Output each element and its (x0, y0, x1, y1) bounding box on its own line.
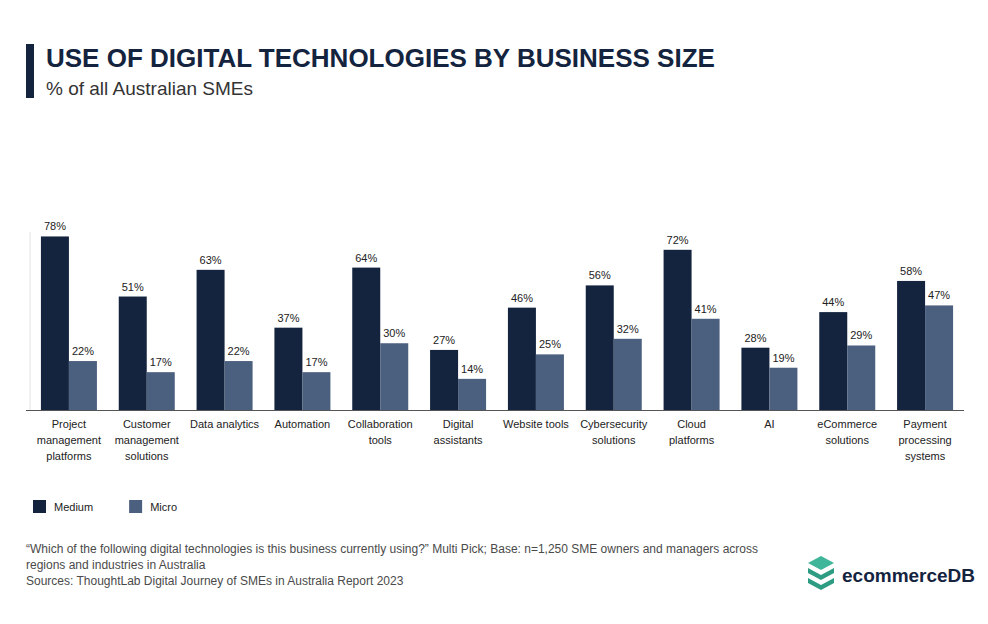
subtitle: % of all Australian SMEs (46, 78, 253, 99)
bar (274, 328, 302, 410)
bar (664, 250, 692, 410)
data-label: 28% (744, 332, 766, 344)
data-label: 47% (928, 289, 950, 301)
data-label: 37% (277, 312, 299, 324)
x-tick-label: Projectmanagementplatforms (37, 418, 101, 462)
data-label: 14% (461, 363, 483, 375)
data-label: 44% (822, 296, 844, 308)
data-label: 72% (667, 234, 689, 246)
bars (41, 236, 953, 410)
bar (819, 312, 847, 410)
x-tick-label: Data analytics (190, 418, 260, 430)
bar (225, 361, 253, 410)
legend-swatch (33, 500, 46, 513)
legend-label: Medium (54, 501, 93, 513)
data-label: 78% (44, 220, 66, 232)
data-labels: 78% 22% 51% 17% 63% 22% 37% 17% 64% 30% 27% 14% 46% 2… (44, 220, 950, 374)
x-tick-label: Cloudplatforms (669, 418, 715, 446)
data-label: 64% (355, 252, 377, 264)
x-tick-label: Automation (275, 418, 331, 430)
data-label: 22% (228, 345, 250, 357)
bar (925, 305, 953, 410)
note: “Which of the following digital technolo… (26, 541, 766, 573)
data-label: 56% (589, 269, 611, 281)
bar (380, 343, 408, 410)
data-label: 17% (150, 356, 172, 368)
x-tick-label: AI (764, 418, 774, 430)
x-axis-line (26, 410, 964, 411)
data-label: 58% (900, 265, 922, 277)
legend-swatch (129, 500, 142, 513)
bar (430, 350, 458, 410)
data-label: 17% (305, 356, 327, 368)
brand-logo (808, 556, 834, 590)
bar (302, 372, 330, 410)
data-label: 25% (539, 338, 561, 350)
data-label: 27% (433, 334, 455, 346)
x-tick-label: Customermanagementsolutions (115, 418, 179, 462)
bar (847, 345, 875, 410)
x-tick-label: Website tools (503, 418, 569, 430)
title: USE OF DIGITAL TECHNOLOGIES BY BUSINESS … (46, 43, 715, 73)
source: Sources: ThoughtLab Digital Journey of S… (26, 573, 766, 589)
bar (614, 339, 642, 410)
bar (197, 270, 225, 410)
bar (147, 372, 175, 410)
chart: USE OF DIGITAL TECHNOLOGIES BY BUSINESS … (0, 0, 988, 624)
bar (508, 308, 536, 410)
data-label: 29% (850, 329, 872, 341)
x-tick-label: Cybersecuritysolutions (580, 418, 648, 446)
bar (458, 379, 486, 410)
bar (586, 285, 614, 410)
data-label: 46% (511, 292, 533, 304)
bar (897, 281, 925, 410)
data-label: 32% (617, 323, 639, 335)
x-tick-label: eCommercesolutions (817, 418, 877, 446)
x-tick-label: Collaborationtools (348, 418, 413, 446)
data-label: 30% (383, 327, 405, 339)
legend-label: Micro (150, 501, 177, 513)
data-label: 51% (122, 281, 144, 293)
data-label: 41% (695, 303, 717, 315)
bar (741, 348, 769, 410)
bar (119, 297, 147, 410)
y-axis-line (30, 232, 31, 410)
bar (69, 361, 97, 410)
brand-name: ecommerceDB (842, 565, 975, 586)
bar (352, 268, 380, 410)
data-label: 19% (772, 352, 794, 364)
data-label: 63% (200, 254, 222, 266)
x-tick-label: Paymentprocessingsystems (898, 418, 951, 462)
title-accent (26, 44, 34, 98)
data-label: 22% (72, 345, 94, 357)
bar (692, 319, 720, 410)
bar (769, 368, 797, 410)
bar (536, 354, 564, 410)
x-tick-label: Digitalassistants (434, 418, 483, 446)
bar (41, 236, 69, 410)
